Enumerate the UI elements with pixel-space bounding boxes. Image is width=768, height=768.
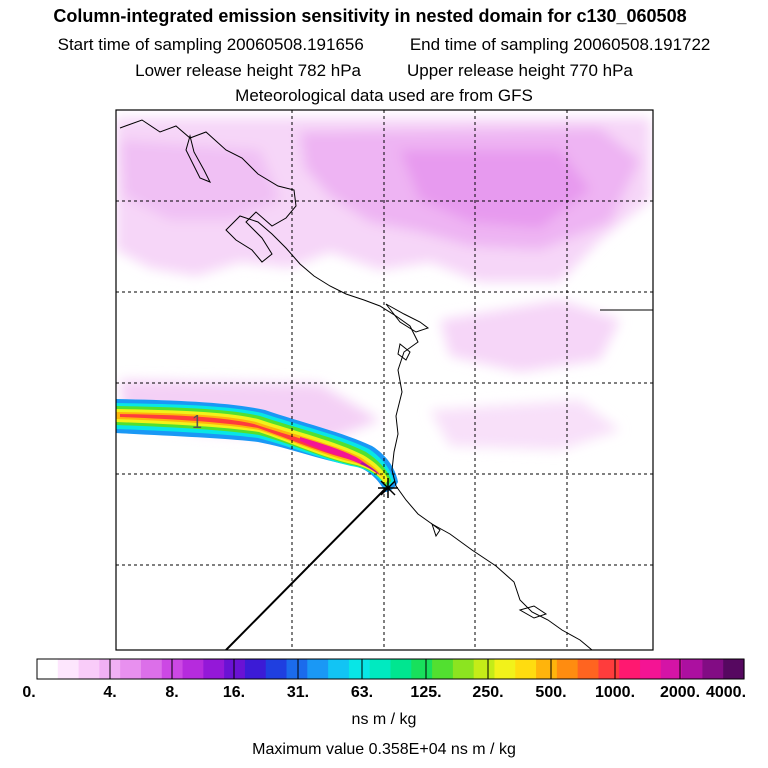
colorbar-swatch (660, 659, 683, 679)
colorbar-swatch (286, 659, 308, 679)
colorbar-tick-label: 2000. (659, 684, 701, 701)
colorbar-swatch (702, 659, 724, 679)
release-heights: Lower release height 782 hPa Upper releas… (0, 61, 768, 81)
map-frame (115, 109, 654, 651)
colorbar-swatch (182, 659, 204, 679)
sampling-times: Start time of sampling 20060508.191656 En… (0, 35, 768, 55)
colorbar-tick-label: 250. (472, 684, 504, 701)
colorbar-tick-label: 8. (165, 684, 179, 701)
upper-release-height: Upper release height 770 hPa (407, 61, 633, 80)
chart-title: Column-integrated emission sensitivity i… (53, 6, 687, 26)
colorbar-swatch (224, 659, 246, 679)
plume-marker-label: 1 (192, 412, 202, 432)
colorbar-tick-label: 125. (410, 684, 442, 701)
colorbar-swatch (556, 659, 579, 679)
colorbar-swatch (432, 659, 454, 679)
colorbar-swatch (723, 659, 745, 679)
lower-release-height: Lower release height 782 hPa (135, 61, 361, 80)
plume (116, 399, 398, 492)
release-location-star (378, 478, 398, 498)
colorbar-outline (36, 658, 745, 680)
colorbar-tick-label: 63. (350, 684, 374, 701)
colorbar (36, 658, 745, 680)
colorbar-swatch (411, 659, 433, 679)
grid (116, 110, 653, 650)
colorbar-swatch (452, 659, 475, 679)
colorbar-swatch (348, 659, 371, 679)
colorbar-tick-label: 16. (222, 684, 246, 701)
colorbar-tick-label: 500. (535, 684, 567, 701)
colorbar-swatch (328, 659, 350, 679)
colorbar-swatch (640, 659, 662, 679)
colorbar-swatch (619, 659, 641, 679)
units-label: ns m / kg (351, 711, 417, 728)
max-value-text: Maximum value 0.358E+04 ns m / kg (252, 741, 516, 758)
colorbar-tick-label: 0. (22, 684, 36, 701)
colorbar-swatch (390, 659, 412, 679)
sensitivity-field (116, 118, 650, 450)
colorbar-tick-label: 4. (103, 684, 117, 701)
colorbar-swatch (681, 659, 704, 679)
colorbar-swatch (369, 659, 392, 679)
colorbar-swatch (120, 659, 142, 679)
colorbar-swatch (244, 659, 267, 679)
trajectory-line (225, 487, 387, 650)
colorbar-swatch (203, 659, 225, 679)
start-time: Start time of sampling 20060508.191656 (57, 35, 364, 54)
colorbar-swatch (536, 659, 558, 679)
colorbar-swatch (307, 659, 329, 679)
colorbar-swatch (473, 659, 496, 679)
colorbar-swatch (265, 659, 288, 679)
colorbar-tick-label: 4000. (705, 684, 747, 701)
colorbar-tick-label: 31. (286, 684, 310, 701)
end-time: End time of sampling 20060508.191722 (409, 35, 711, 54)
colorbar-swatch (57, 659, 80, 679)
colorbar-swatch (598, 659, 620, 679)
colorbar-tick-label: 1000. (594, 684, 636, 701)
colorbar-swatch (78, 659, 100, 679)
colorbar-swatch (494, 659, 516, 679)
colorbar-swatch (515, 659, 537, 679)
colorbar-swatch (37, 659, 59, 679)
coastline (119, 119, 653, 650)
met-data-note: Meteorological data used are from GFS (235, 86, 533, 105)
colorbar-swatch (577, 659, 600, 679)
colorbar-swatch (140, 659, 163, 679)
